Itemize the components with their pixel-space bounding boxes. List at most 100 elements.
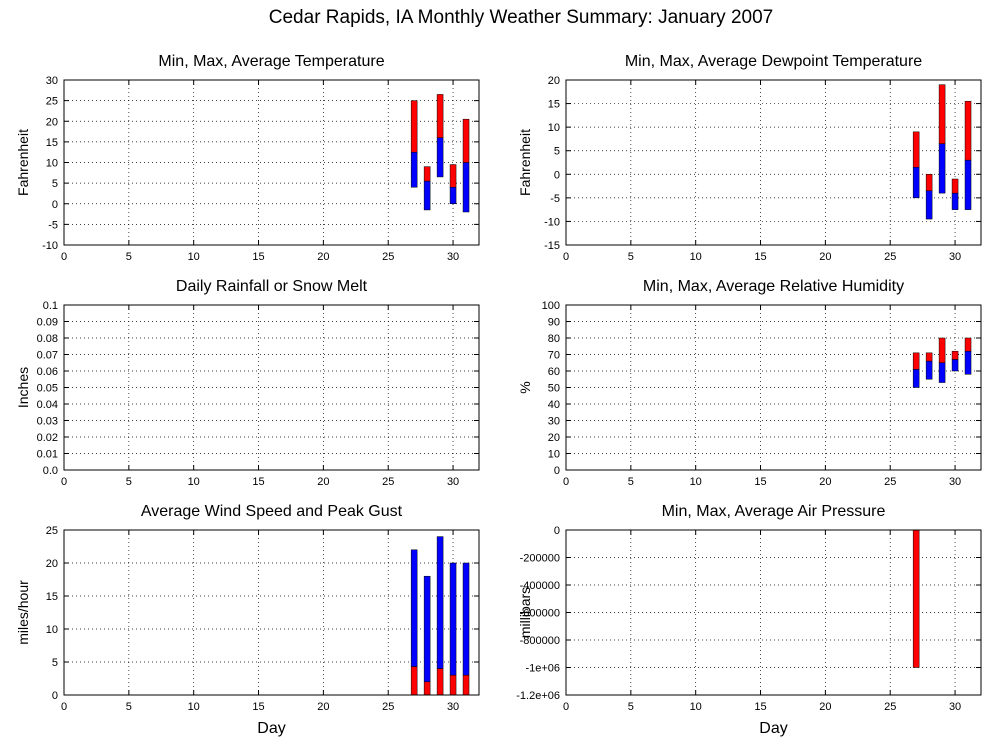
chart-panel-5: Min, Max, Average Air Pressure -1.2e+06 -1… xyxy=(516,503,982,737)
y-tick-label: -10 xyxy=(42,240,58,252)
bar-upper-segment xyxy=(938,337,946,363)
y-tick-label: 0 xyxy=(52,199,58,211)
y-axis-label: Inches xyxy=(15,367,31,408)
y-tick-label: -5 xyxy=(550,193,560,205)
y-tick-label: 15 xyxy=(46,137,58,149)
y-tick-label: 15 xyxy=(548,99,560,111)
bar-average-segment xyxy=(462,674,470,696)
x-tick-label: 10 xyxy=(690,701,702,713)
bar-lower-segment xyxy=(938,362,946,383)
y-tick-label: 30 xyxy=(46,75,58,87)
x-tick-label: 15 xyxy=(754,701,766,713)
y-tick-label: 25 xyxy=(46,96,58,108)
y-tick-label: 70 xyxy=(548,350,560,362)
y-tick-label: 0.04 xyxy=(37,399,58,411)
x-tick-label: 25 xyxy=(382,476,394,488)
y-tick-label: 5 xyxy=(554,146,560,158)
bar-upper-segment xyxy=(938,84,946,144)
plot-frame xyxy=(63,79,480,246)
chart-panel-3: Min, Max, Average Relative Humidity 0 10 20… xyxy=(517,278,982,488)
y-tick-label: -10 xyxy=(544,216,560,228)
y-tick-label: 5 xyxy=(52,657,58,669)
bar-lower-segment xyxy=(925,190,933,220)
x-tick-label: 30 xyxy=(447,701,459,713)
y-tick-label: 0.0 xyxy=(43,465,58,477)
y-tick-label: 0 xyxy=(52,690,58,702)
bar-upper-segment xyxy=(423,166,431,182)
bar-average-segment xyxy=(449,674,457,696)
x-tick-label: 5 xyxy=(628,476,634,488)
x-tick-label: 25 xyxy=(382,701,394,713)
bar-average-segment xyxy=(410,666,418,696)
panel-title: Min, Max, Average Air Pressure xyxy=(662,503,886,520)
plot-frame xyxy=(565,304,982,471)
x-tick-label: 0 xyxy=(563,701,569,713)
x-tick-label: 25 xyxy=(884,476,896,488)
x-tick-label: 10 xyxy=(188,476,200,488)
y-tick-label: 0 xyxy=(554,525,560,537)
x-tick-label: 5 xyxy=(126,251,132,263)
bar-upper-segment xyxy=(912,131,920,168)
bar-upper-segment xyxy=(964,100,972,161)
x-tick-label: 20 xyxy=(317,251,329,263)
y-tick-label: -15 xyxy=(544,240,560,252)
x-tick-label: 25 xyxy=(382,251,394,263)
bar-gust-segment xyxy=(410,549,418,667)
bar-lower-segment xyxy=(964,159,972,210)
x-tick-label: 20 xyxy=(819,476,831,488)
y-tick-label: 50 xyxy=(548,383,560,395)
bar-upper-segment xyxy=(410,100,418,153)
y-tick-label: 30 xyxy=(548,416,560,428)
y-tick-label: 0.1 xyxy=(43,300,58,312)
y-tick-label: 90 xyxy=(548,317,560,329)
x-tick-label: 10 xyxy=(188,701,200,713)
bar-range xyxy=(912,529,920,668)
x-tick-label: 20 xyxy=(317,476,329,488)
x-tick-label: 10 xyxy=(188,251,200,263)
x-tick-label: 0 xyxy=(61,251,67,263)
bar-upper-segment xyxy=(925,174,933,192)
x-axis-label: Day xyxy=(759,720,787,737)
x-tick-label: 0 xyxy=(563,251,569,263)
y-axis-label: millibars xyxy=(517,587,533,638)
panel-title: Daily Rainfall or Snow Melt xyxy=(176,278,368,295)
y-tick-label: 0.08 xyxy=(37,333,58,345)
y-axis-label: % xyxy=(517,381,533,393)
y-tick-label: -200000 xyxy=(520,553,560,565)
bar-gust-segment xyxy=(449,562,457,676)
x-tick-label: 10 xyxy=(690,251,702,263)
bar-lower-segment xyxy=(964,350,972,375)
y-tick-label: 5 xyxy=(52,178,58,190)
x-tick-label: 20 xyxy=(317,701,329,713)
bar-average-segment xyxy=(436,668,444,696)
x-tick-label: 30 xyxy=(949,701,961,713)
plot-frame xyxy=(565,529,982,696)
bar-upper-segment xyxy=(925,352,933,362)
x-axis-label: Day xyxy=(257,720,285,737)
y-tick-label: 0.09 xyxy=(37,317,58,329)
y-tick-label: 0.01 xyxy=(37,449,58,461)
y-tick-label: 15 xyxy=(46,591,58,603)
plot-frame xyxy=(63,529,480,696)
x-tick-label: 15 xyxy=(754,476,766,488)
y-tick-label: 60 xyxy=(548,366,560,378)
panel-title: Min, Max, Average Temperature xyxy=(158,53,384,70)
y-tick-label: 20 xyxy=(46,116,58,128)
x-tick-label: 10 xyxy=(690,476,702,488)
y-tick-label: 25 xyxy=(46,525,58,537)
x-tick-label: 5 xyxy=(628,701,634,713)
x-tick-label: 30 xyxy=(949,476,961,488)
panel-title: Min, Max, Average Dewpoint Temperature xyxy=(625,53,922,70)
plot-frame xyxy=(63,304,480,471)
y-tick-label: -1e+06 xyxy=(525,663,560,675)
y-axis-label: miles/hour xyxy=(15,580,31,645)
y-tick-label: 0.03 xyxy=(37,416,58,428)
x-tick-label: 25 xyxy=(884,701,896,713)
x-tick-label: 0 xyxy=(61,476,67,488)
y-tick-label: 0.02 xyxy=(37,432,58,444)
y-axis-label: Fahrenheit xyxy=(15,129,31,196)
x-tick-label: 20 xyxy=(819,251,831,263)
y-tick-label: 40 xyxy=(548,399,560,411)
y-tick-label: 10 xyxy=(46,158,58,170)
